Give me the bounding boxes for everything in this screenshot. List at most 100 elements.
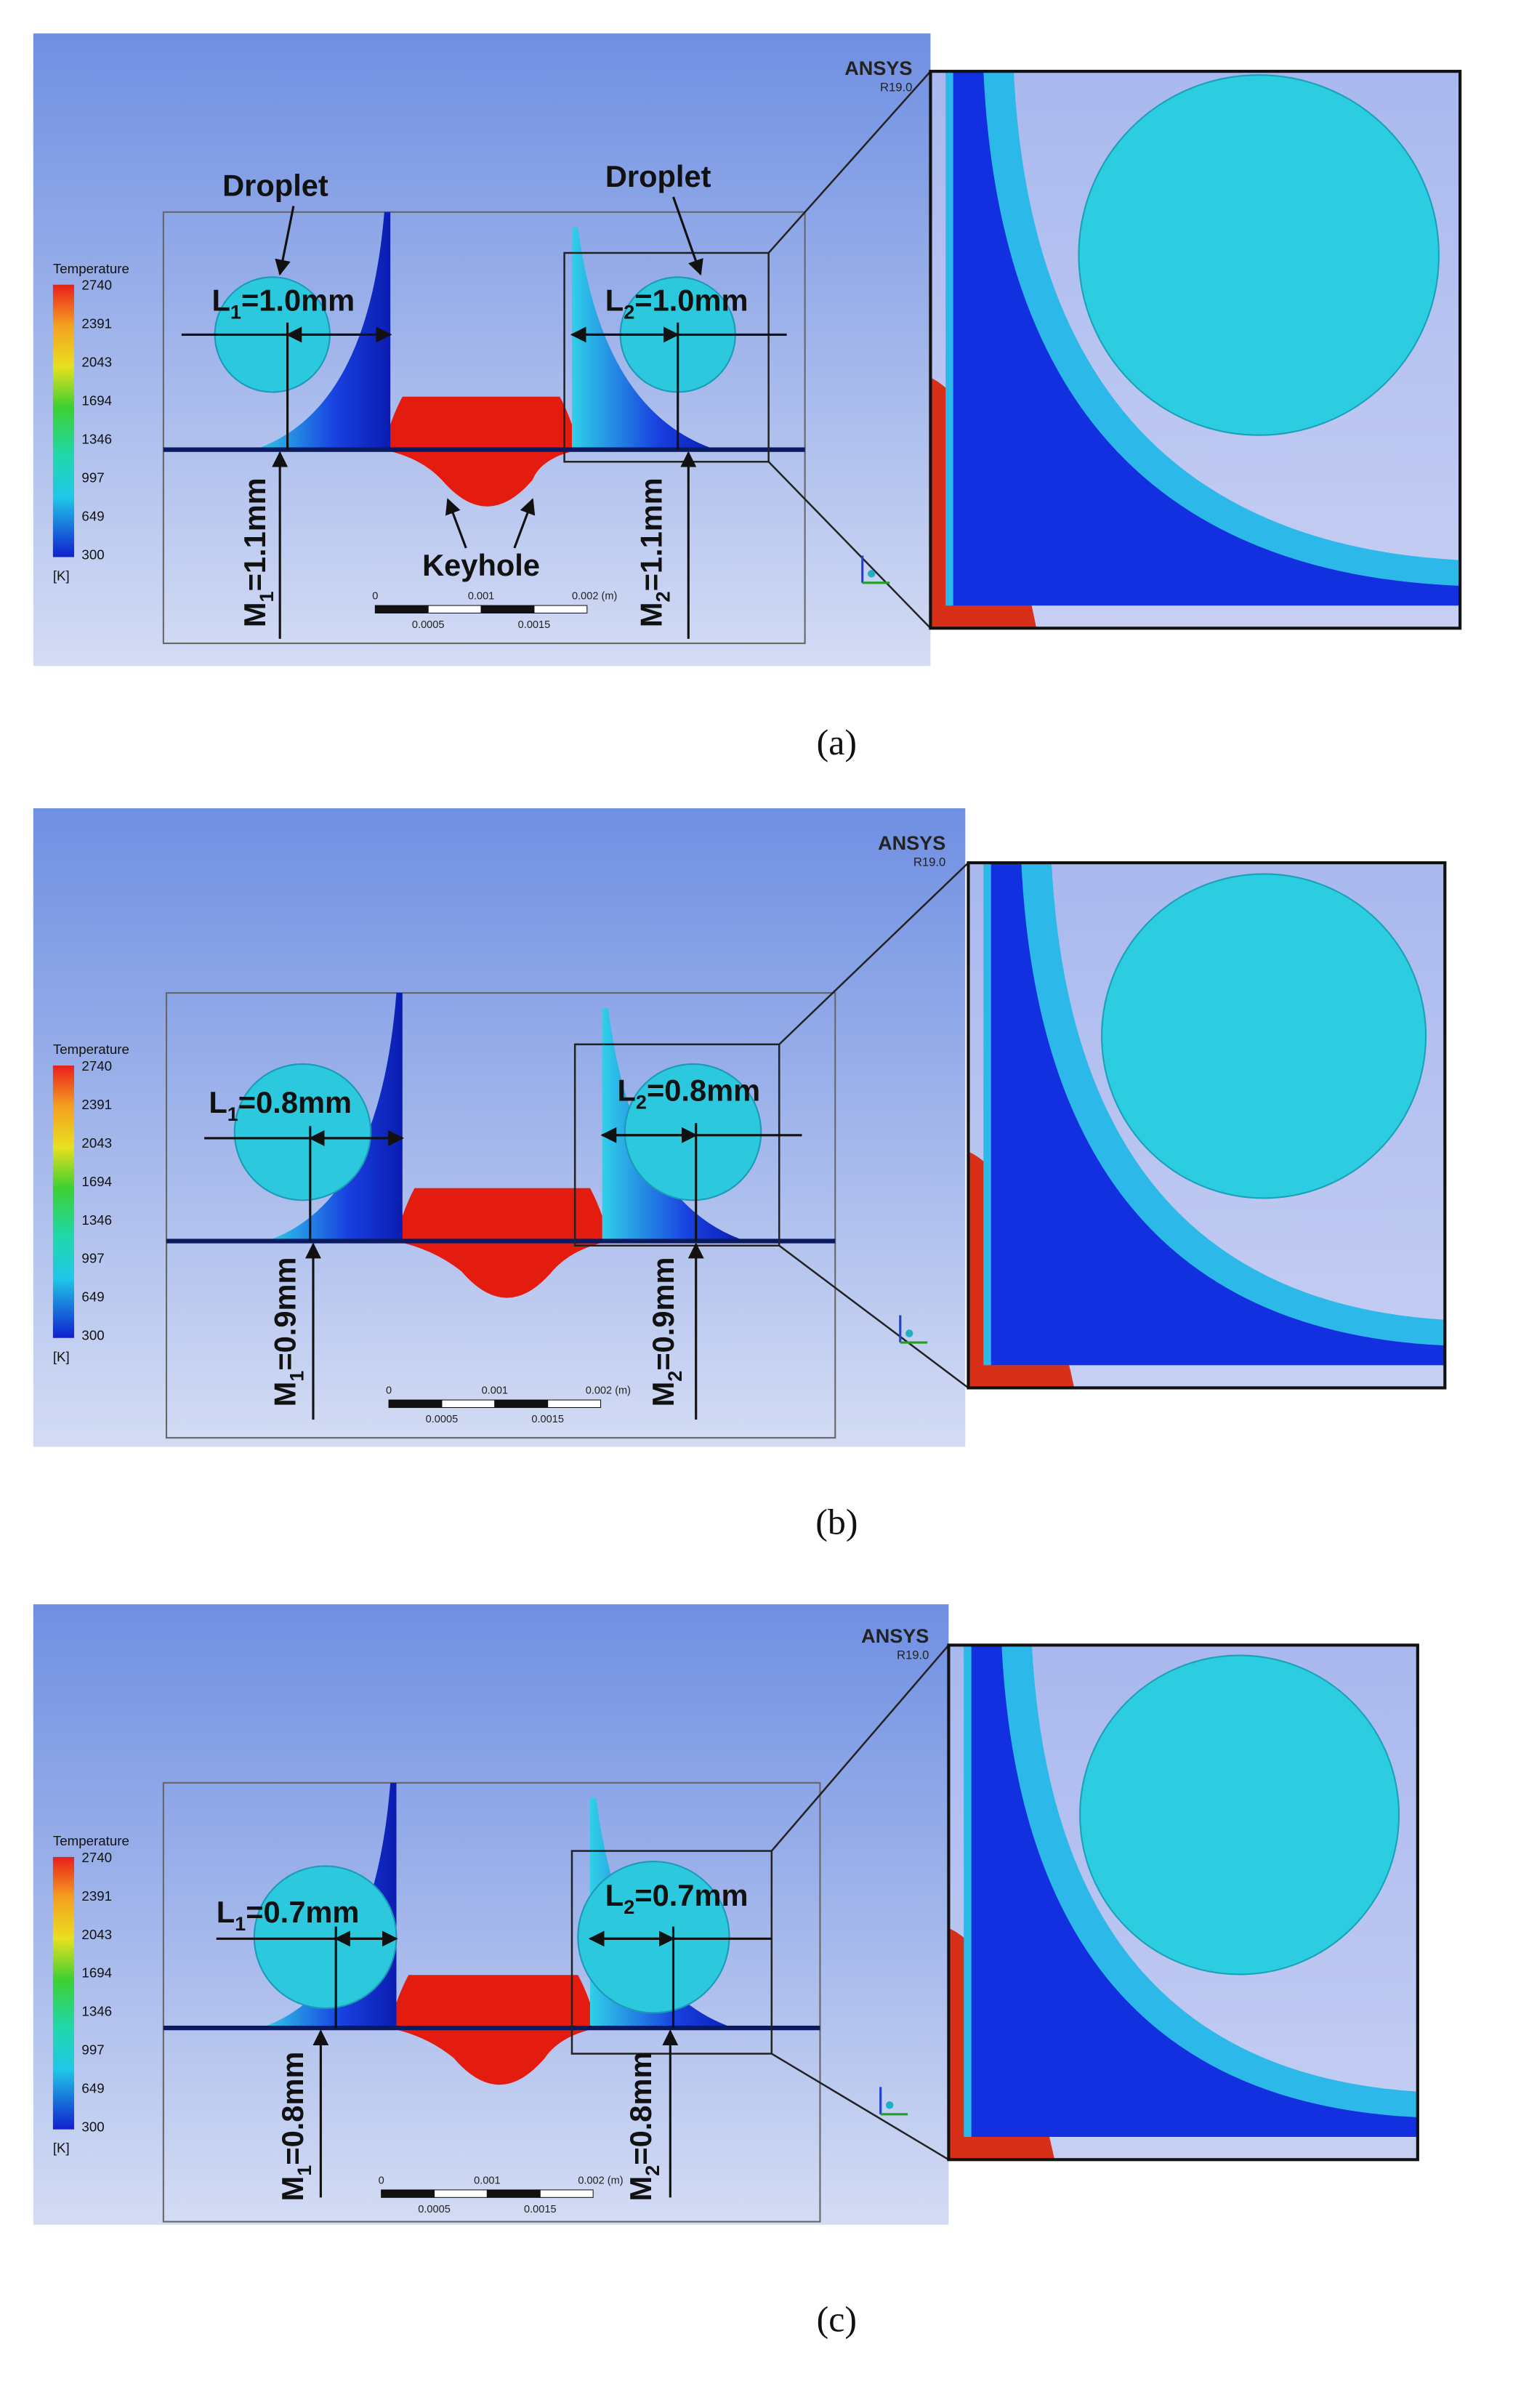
scale-segment [480,605,535,613]
simulation-background [33,1604,949,2225]
legend-tick-label: 997 [81,2042,104,2058]
value: =0.8mm [238,1085,352,1119]
wall-inner [971,1645,1418,2138]
subscript: 2 [624,302,634,323]
zoom-frame [967,861,1447,1390]
droplet-label: Droplet [222,168,328,202]
scale-label: 0.001 [474,2175,500,2186]
zoom-connector [767,71,932,254]
legend-tick-label: 2740 [81,278,112,293]
dimension-label: L1=0.8mm [209,1085,352,1125]
scale-segment [494,1399,549,1409]
subscript: 1 [294,2165,315,2176]
value: =0.8mm [275,2052,310,2165]
legend-tick-label: 1694 [81,393,112,408]
value: =0.8mm [624,2052,658,2165]
symbol: M [634,602,668,627]
wall-inner [990,863,1445,1366]
version: R19.0 [913,855,945,869]
panel: ANSYSR19.0Temperature2740239120431694134… [33,33,1462,762]
zoom-connector [778,1244,969,1389]
panel: ANSYSR19.0Temperature2740239120431694134… [33,808,1447,1542]
zoom-droplet [1078,74,1440,436]
droplet-label: Droplet [605,159,711,193]
symbol: L [605,1878,624,1912]
legend-tick-label: 2043 [81,1927,112,1942]
subscript: 1 [235,1913,246,1935]
symbol: L [217,1895,235,1929]
scale-label: 0.002 (m) [578,2175,623,2186]
axis-x [905,1329,913,1337]
scale-label: 0 [386,1385,392,1396]
subscript: 1 [286,1371,308,1382]
keyhole-label: Keyhole [422,548,540,582]
label-arrow [445,498,467,549]
domain-box [162,1781,821,2223]
subscript: 1 [227,1103,238,1125]
version: R19.0 [880,80,912,94]
legend-tick-label: 2391 [81,1888,112,1904]
dimension-label: M2=0.9mm [646,1257,686,1406]
symbol: L [617,1073,635,1107]
color-bar [52,1856,75,2130]
legend-unit: [K] [53,1349,70,1364]
symbol: M [275,2176,310,2202]
legend-tick-label: 2740 [81,1850,112,1865]
scale-label: 0.0015 [531,1414,564,1425]
symbol: M [646,1382,680,1407]
subscript: 1 [256,591,278,602]
symbol: M [268,1382,302,1407]
zoom-connector [770,1644,950,1852]
scale-label: 0.0015 [518,619,551,631]
label-arrow [275,206,295,276]
legend-tick-label: 2391 [81,1097,112,1112]
simulation-background [33,33,931,667]
value: =0.7mm [634,1878,748,1912]
scale-segment [388,1399,443,1409]
zoom-frame [947,1643,1419,2162]
scale-label: 0.002 (m) [572,590,617,602]
legend-tick-label: 2740 [81,1058,112,1074]
legend-unit: [K] [53,2141,70,2156]
dimension-label: L2=0.7mm [605,1878,749,1918]
scale-label: 0 [379,2175,384,2186]
scale-segment [547,1399,602,1409]
value: =1.1mm [238,478,272,591]
caption: (b) [815,1501,858,1542]
value: =0.8mm [647,1073,760,1107]
zoom-view [968,863,1445,1388]
subscript: 2 [624,1896,634,1918]
legend-title: Temperature [53,1833,129,1848]
axis-x [868,570,876,578]
dimension-label: L1=1.0mm [211,283,355,323]
domain-box [162,211,806,645]
legend-tick-label: 1694 [81,1174,112,1189]
dimension-label: M1=0.8mm [275,2052,315,2202]
scale-label: 0.001 [482,1385,508,1396]
symbol: L [209,1085,227,1119]
value: =0.9mm [268,1257,302,1370]
legend-tick-label: 649 [81,508,104,523]
legend-tick-label: 1346 [81,1212,112,1228]
dimension-label: M1=0.9mm [268,1257,308,1406]
legend-tick-label: 649 [81,2081,104,2096]
legend-tick-label: 300 [81,2119,104,2135]
scale-label: 0.0005 [412,619,445,631]
legend-tick-label: 1694 [81,1965,112,1981]
value: =1.0mm [241,283,355,318]
zoom-source [573,1043,780,1247]
scale-segment [374,605,429,613]
simulation-background [33,808,966,1447]
legend-tick-label: 2043 [81,355,112,370]
zoom-connector [778,862,969,1045]
zoom-view [948,1645,1418,2160]
symbol: M [624,2176,658,2202]
scale-segment [533,605,588,613]
scale-label: 0.001 [468,590,494,602]
scale-label: 0.0005 [426,1414,459,1425]
zoom-droplet [1101,873,1427,1199]
panel: ANSYSR19.0Temperature2740239120431694134… [33,1604,1419,2340]
dimension-label: L1=0.7mm [217,1895,360,1935]
